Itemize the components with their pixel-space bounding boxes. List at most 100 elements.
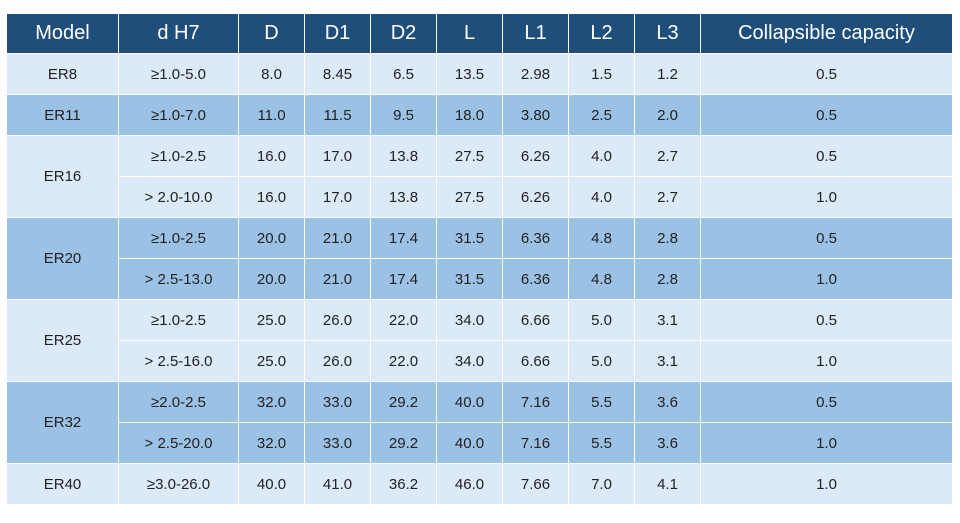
model-cell: ER8 [6,53,119,95]
table-cell: 1.2 [634,53,701,95]
table-row: > 2.5-20.0 32.0 33.0 29.2 40.0 7.16 5.5 3.6 1.0 [7,422,953,464]
table-cell: 40.0 [238,463,305,505]
table-cell: 20.0 [238,258,305,300]
table-cell: 6.26 [502,135,569,177]
table-cell: 3.6 [634,422,701,464]
table-cell: 26.0 [304,340,371,382]
table-cell: 25.0 [238,299,305,341]
table-cell: 27.5 [436,135,503,177]
table-cell: 0.5 [700,135,953,177]
table-cell: ≥1.0-2.5 [118,135,239,177]
table-cell: 4.1 [634,463,701,505]
column-header: L3 [634,13,701,54]
table-cell: 2.8 [634,217,701,259]
table-cell: 17.0 [304,135,371,177]
table-cell: 4.8 [568,217,635,259]
table-cell: 1.0 [700,422,953,464]
table-cell: > 2.5-16.0 [118,340,239,382]
table-header: Model d H7 D D1 D2 L L1 L2 L3 Collapsible capacit… [6,13,953,54]
table-cell: ≥1.0-7.0 [118,94,239,136]
table-cell: 3.1 [634,299,701,341]
model-cell: ER40 [6,463,119,505]
table-cell: 3.80 [502,94,569,136]
table-cell: 11.0 [238,94,305,136]
table-cell: 0.5 [700,53,953,95]
collet-spec-table: Model d H7 D D1 D2 L L1 L2 L3 Collapsible capacit… [6,13,953,505]
table-cell: 5.5 [568,381,635,423]
table-cell: 16.0 [238,135,305,177]
table-cell: > 2.5-20.0 [118,422,239,464]
column-header: D1 [304,13,371,54]
model-cell: ER32 [6,381,119,464]
header-row: Model d H7 D D1 D2 L L1 L2 L3 Collapsible capacit… [6,13,953,54]
table-cell: 8.0 [238,53,305,95]
table-cell: > 2.0-10.0 [118,176,239,218]
table-row: ER25 ≥1.0-2.5 25.0 26.0 22.0 34.0 6.66 5.0 3.1 0.… [6,299,953,382]
table-cell: 5.5 [568,422,635,464]
table-cell: 17.4 [370,258,437,300]
table-cell: 26.0 [304,299,371,341]
table-cell: ≥1.0-5.0 [118,53,239,95]
table-row: ER16 ≥1.0-2.5 16.0 17.0 13.8 27.5 6.26 4.0 2.7 0.… [6,135,953,218]
table-cell: 6.26 [502,176,569,218]
table-cell: 34.0 [436,299,503,341]
table-cell: 2.7 [634,176,701,218]
column-header: D2 [370,13,437,54]
spec-table-container: Model d H7 D D1 D2 L L1 L2 L3 Collapsible capacit… [6,13,953,505]
table-cell: 6.36 [502,258,569,300]
table-cell: > 2.5-13.0 [118,258,239,300]
table-cell: 21.0 [304,258,371,300]
table-cell: 7.66 [502,463,569,505]
table-row: > 2.0-10.0 16.0 17.0 13.8 27.5 6.26 4.0 2.7 1.0 [7,176,953,218]
table-cell: 16.0 [238,176,305,218]
table-cell: ≥1.0-2.5 [118,217,239,259]
column-header: D [238,13,305,54]
model-cell: ER11 [6,94,119,136]
table-cell: 1.0 [700,340,953,382]
table-cell: 20.0 [238,217,305,259]
table-cell: 2.0 [634,94,701,136]
column-header: L1 [502,13,569,54]
table-cell: 21.0 [304,217,371,259]
table-cell: 1.0 [700,463,953,505]
table-cell: 6.5 [370,53,437,95]
table-cell: 4.0 [568,176,635,218]
table-cell: 40.0 [436,422,503,464]
table-cell: 13.8 [370,176,437,218]
table-cell: 3.1 [634,340,701,382]
table-row: > 2.5-13.0 20.0 21.0 17.4 31.5 6.36 4.8 2.8 1.0 [7,258,953,300]
table-cell: 2.5 [568,94,635,136]
column-header: L2 [568,13,635,54]
table-cell: 0.5 [700,94,953,136]
table-cell: 2.7 [634,135,701,177]
table-cell: 0.5 [700,299,953,341]
table-cell: 29.2 [370,381,437,423]
column-header: L [436,13,503,54]
table-cell: 33.0 [304,381,371,423]
table-cell: 6.66 [502,299,569,341]
table-row: ER20 ≥1.0-2.5 20.0 21.0 17.4 31.5 6.36 4.8 2.8 0.… [6,217,953,300]
table-cell: 6.66 [502,340,569,382]
table-cell: 18.0 [436,94,503,136]
table-cell: ≥2.0-2.5 [118,381,239,423]
table-cell: 27.5 [436,176,503,218]
table-cell: 4.0 [568,135,635,177]
table-cell: ≥1.0-2.5 [118,299,239,341]
table-cell: 34.0 [436,340,503,382]
table-cell: 13.8 [370,135,437,177]
table-cell: 3.6 [634,381,701,423]
table-cell: 31.5 [436,217,503,259]
table-cell: 32.0 [238,381,305,423]
column-header: d H7 [118,13,239,54]
table-cell: 0.5 [700,381,953,423]
table-cell: 25.0 [238,340,305,382]
table-cell: 7.0 [568,463,635,505]
table-cell: 1.5 [568,53,635,95]
model-cell: ER20 [6,217,119,300]
table-row: ER8 ≥1.0-5.0 8.0 8.45 6.5 13.5 2.98 1.5 1.2 0.5 [6,53,953,95]
column-header: Collapsible capacity [700,13,953,54]
table-cell: 33.0 [304,422,371,464]
table-cell: 11.5 [304,94,371,136]
table-cell: 7.16 [502,381,569,423]
table-cell: 4.8 [568,258,635,300]
